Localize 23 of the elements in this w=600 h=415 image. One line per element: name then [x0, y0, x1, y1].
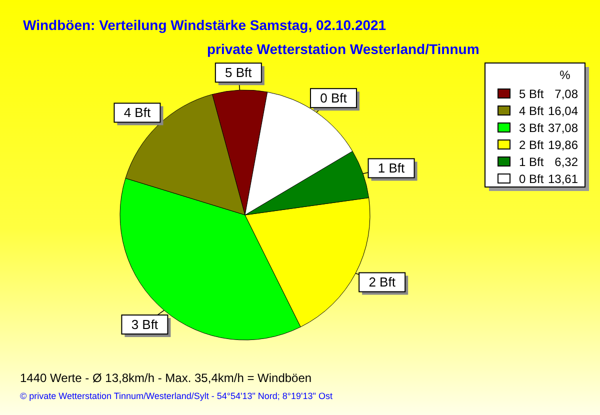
slice-label: 0 Bft: [320, 90, 348, 106]
data-label: 7,08: [554, 87, 578, 101]
data-label: 13,61: [548, 172, 578, 186]
data-label: 37,08: [548, 121, 578, 135]
legend-label: 2 Bft: [519, 138, 544, 152]
legend-label: 4 Bft: [519, 104, 544, 118]
legend-label: 1 Bft: [519, 155, 544, 169]
legend-title: %: [560, 68, 571, 82]
text: © private Wetterstation Tinnum/Westerland/Sylt - 54°54'13" Nord; 8°19'13" Ost: [20, 391, 333, 401]
data-label: 19,86: [548, 138, 578, 152]
slice-label: 5 Bft: [225, 65, 252, 80]
chart-subtitle: private Wetterstation Westerland/Tinnum: [207, 41, 480, 57]
slice-label: 2 Bft: [368, 274, 396, 290]
legend-label: 3 Bft: [519, 121, 544, 135]
legend-label: 5 Bft: [519, 87, 544, 101]
data-label: 16,04: [548, 104, 578, 118]
legend-label: 0 Bft: [519, 172, 544, 186]
chart-title: Windböen: Verteilung Windstärke Samstag, 02.10.2021: [23, 17, 386, 33]
text: 1440 Werte - Ø 13,8km/h - Max. 35,4km/h = Windböen: [20, 371, 312, 385]
slice-label: 4 Bft: [124, 105, 151, 120]
data-label: 6,32: [554, 155, 578, 169]
slice-label: 1 Bft: [378, 160, 406, 176]
slice-label: 3 Bft: [131, 317, 158, 332]
